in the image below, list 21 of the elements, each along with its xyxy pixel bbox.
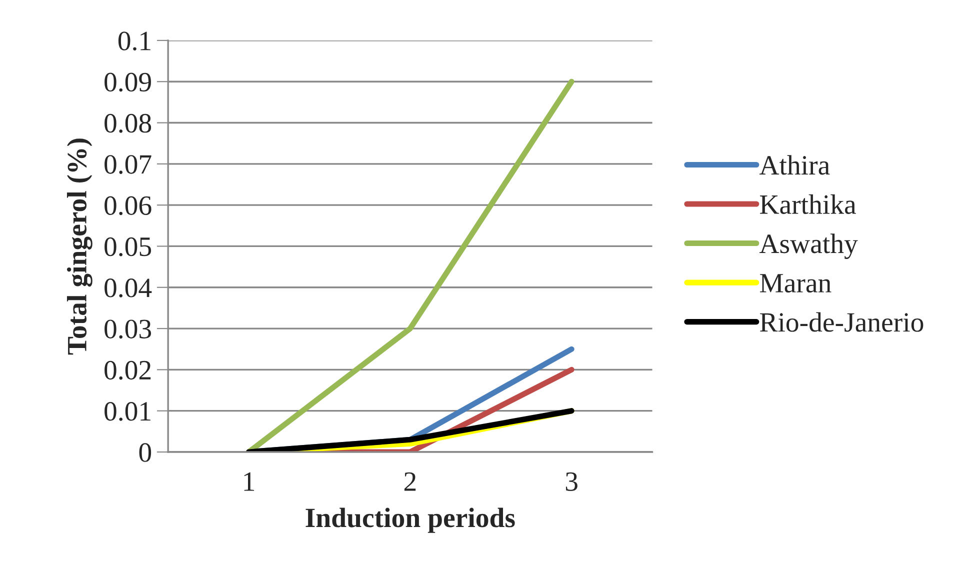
legend-label: Karthika — [760, 194, 856, 214]
y-tick-label: 0.04 — [104, 278, 152, 298]
y-tick-label: 0.05 — [104, 237, 152, 256]
legend-label: Rio-de-Janerio — [760, 312, 924, 332]
y-tick-label: 0.07 — [104, 155, 152, 174]
legend-label: Aswathy — [759, 234, 858, 259]
y-axis-title: Total gingerol (%) — [66, 138, 92, 355]
x-axis-title: Induction periods — [306, 508, 515, 533]
y-tick-label: 0.08 — [104, 114, 152, 133]
y-tick-label: 0.03 — [104, 320, 152, 339]
y-tick-label: 0 — [139, 443, 152, 462]
legend-label: Athira — [759, 155, 830, 175]
y-tick-label: 0.06 — [104, 196, 152, 216]
y-tick-label: 0.02 — [104, 360, 151, 380]
x-tick-label: 2 — [404, 472, 416, 491]
x-tick-label: 3 — [566, 472, 578, 491]
y-tick-label: 0.1 — [118, 32, 150, 50]
y-tick-label: 0.01 — [104, 402, 150, 421]
x-tick-label: 1 — [244, 472, 254, 491]
y-tick-label: 0.09 — [104, 72, 151, 92]
legend-label: Maran — [760, 274, 832, 293]
